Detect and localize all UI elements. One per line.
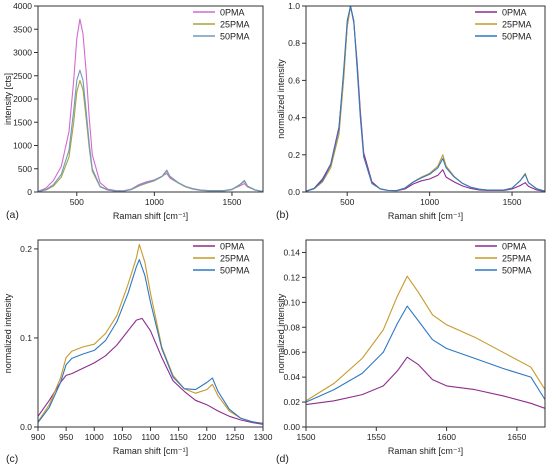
y-tick-label: 0.0 bbox=[288, 187, 300, 197]
series-line-0pma bbox=[38, 317, 263, 425]
x-tick-label: 1200 bbox=[197, 432, 216, 442]
x-tick-label: 1500 bbox=[503, 197, 522, 207]
legend-entry: 25PMA bbox=[220, 254, 250, 264]
y-tick-label: 4000 bbox=[13, 1, 32, 11]
x-axis-label: Raman shift [cm⁻¹] bbox=[388, 211, 463, 221]
x-tick-label: 1250 bbox=[225, 432, 244, 442]
legend-entry: 0PMA bbox=[220, 8, 245, 18]
panel-label: (d) bbox=[276, 453, 289, 465]
y-tick-label: 0.02 bbox=[283, 397, 300, 407]
plot-frame bbox=[305, 239, 546, 428]
series-line-25pma bbox=[306, 275, 545, 402]
y-axis-label: normalized intensity bbox=[276, 293, 286, 373]
series-line-50pma bbox=[306, 305, 545, 403]
x-tick-label: 950 bbox=[59, 432, 73, 442]
chart-panel-2: 500 1000 1500 0.0 0.2 0.4 0.6 0.8 1.0 Raman shift… bbox=[276, 1, 546, 221]
series-line-50pma bbox=[38, 69, 263, 192]
chart-panel-4: 1500 1550 1600 1650 0.00 0.02 0.04 0.06 0.08 0.10… bbox=[276, 239, 546, 465]
y-tick-label: 1000 bbox=[13, 141, 32, 151]
chart-panel-3: 900 950 1000 1050 1100 1150 1200 1250 1300 0.0 0.1… bbox=[3, 239, 273, 465]
x-axis-label: Raman shift [cm⁻¹] bbox=[388, 446, 463, 456]
y-tick-label: 3000 bbox=[13, 48, 32, 58]
series-line-0pma bbox=[306, 356, 545, 409]
panel-label: (b) bbox=[276, 209, 289, 221]
x-tick-label: 1300 bbox=[254, 432, 273, 442]
y-tick-label: 0.0 bbox=[20, 422, 32, 432]
legend-entry: 50PMA bbox=[502, 266, 532, 276]
y-tick-label: 0.06 bbox=[283, 347, 300, 357]
y-tick-label: 500 bbox=[18, 164, 32, 174]
x-tick-label: 1650 bbox=[507, 432, 526, 442]
x-tick-label: 1050 bbox=[113, 432, 132, 442]
x-tick-label: 1600 bbox=[437, 432, 456, 442]
legend-entry: 50PMA bbox=[220, 32, 250, 42]
x-tick-label: 1100 bbox=[141, 432, 160, 442]
x-axis-label: Raman shift [cm⁻¹] bbox=[113, 211, 188, 221]
plot-frame bbox=[305, 5, 546, 193]
x-tick-label: 1150 bbox=[169, 432, 188, 442]
legend-entry: 0PMA bbox=[502, 242, 527, 252]
series-line-0pma bbox=[38, 18, 263, 192]
y-tick-label: 0.8 bbox=[288, 38, 300, 48]
x-tick-label: 500 bbox=[340, 197, 354, 207]
legend-entry: 0PMA bbox=[502, 8, 527, 18]
y-tick-label: 3500 bbox=[13, 24, 32, 34]
y-tick-label: 0.10 bbox=[283, 297, 300, 307]
x-tick-label: 1000 bbox=[420, 197, 439, 207]
y-tick-label: 2500 bbox=[13, 71, 32, 81]
legend-entry: 25PMA bbox=[502, 254, 532, 264]
y-tick-label: 0.1 bbox=[20, 333, 32, 343]
y-tick-label: 0 bbox=[27, 187, 32, 197]
y-tick-label: 1.0 bbox=[288, 1, 300, 11]
y-tick-label: 0.08 bbox=[283, 322, 300, 332]
y-tick-label: 2000 bbox=[13, 94, 32, 104]
y-tick-label: 0.2 bbox=[288, 150, 300, 160]
series-line-25pma bbox=[38, 243, 263, 424]
y-tick-label: 0.00 bbox=[283, 422, 300, 432]
y-tick-label: 0.2 bbox=[20, 244, 32, 254]
legend-entry: 25PMA bbox=[502, 20, 532, 30]
x-tick-label: 500 bbox=[70, 197, 84, 207]
legend-entry: 50PMA bbox=[220, 266, 250, 276]
x-tick-label: 1000 bbox=[145, 197, 164, 207]
x-tick-label: 1550 bbox=[367, 432, 386, 442]
y-tick-label: 1500 bbox=[13, 117, 32, 127]
y-tick-label: 0.6 bbox=[288, 75, 300, 85]
y-axis-label: normalized intensity bbox=[276, 59, 286, 139]
y-tick-label: 0.12 bbox=[283, 272, 300, 282]
legend-entry: 50PMA bbox=[502, 32, 532, 42]
y-axis-label: intensity [cts] bbox=[3, 73, 13, 125]
legend-entry: 25PMA bbox=[220, 20, 250, 30]
legend-entry: 0PMA bbox=[220, 242, 245, 252]
x-tick-label: 1500 bbox=[223, 197, 242, 207]
y-axis-label: normalized intensity bbox=[3, 293, 13, 373]
panel-label: (a) bbox=[6, 209, 19, 221]
series-line-50pma bbox=[306, 6, 545, 192]
chart-panel-1: 500 1000 1500 0 500 1000 1500 2000 2500 3000 3500 4… bbox=[3, 1, 264, 221]
y-tick-label: 0.14 bbox=[283, 247, 300, 257]
x-tick-label: 900 bbox=[31, 432, 45, 442]
y-tick-label: 0.4 bbox=[288, 113, 300, 123]
x-axis-label: Raman shift [cm⁻¹] bbox=[113, 446, 188, 456]
panel-label: (c) bbox=[6, 453, 18, 465]
series-line-50pma bbox=[38, 259, 263, 424]
x-tick-label: 1500 bbox=[297, 432, 316, 442]
y-tick-label: 0.04 bbox=[283, 372, 300, 382]
x-tick-label: 1000 bbox=[85, 432, 104, 442]
